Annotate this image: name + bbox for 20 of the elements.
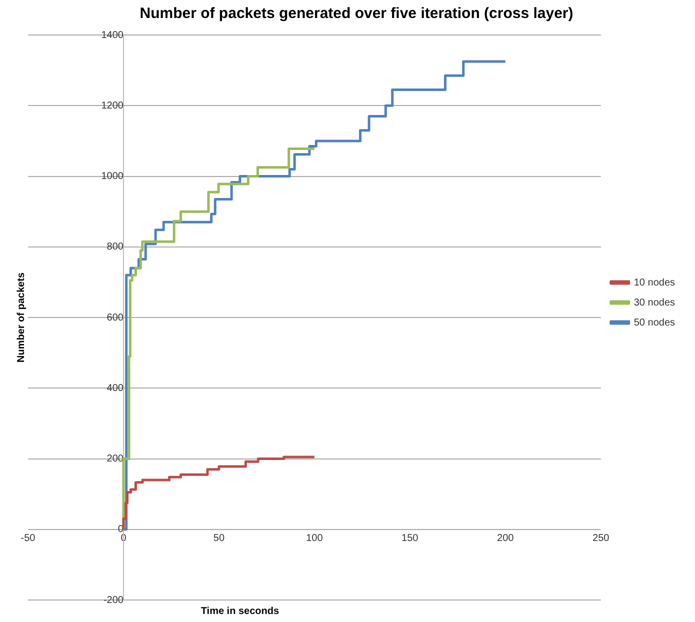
y-tick-label: 400 [106, 382, 124, 394]
y-tick-label: 1400 [101, 30, 124, 41]
x-axis-title: Time in seconds [200, 606, 280, 617]
x-tick-label: 100 [306, 533, 324, 544]
legend-label: 10 nodes [634, 277, 676, 288]
x-tick-label: 200 [497, 533, 514, 544]
x-tick-label: 250 [592, 533, 610, 544]
legend-label: 50 nodes [634, 317, 676, 328]
y-tick-label: 1000 [101, 171, 124, 182]
y-tick-label: -200 [103, 594, 124, 606]
legend-label: 30 nodes [634, 297, 676, 308]
chart-title: Number of packets generated over five iteration (cross layer) [140, 5, 574, 22]
y-tick-label: 200 [106, 454, 124, 464]
x-tick-label: -50 [20, 533, 36, 544]
x-tick-label: 150 [402, 533, 419, 544]
y-tick-label: 600 [106, 312, 124, 324]
y-axis-title: Number of packets [16, 272, 27, 363]
y-tick-label: 800 [106, 242, 124, 253]
x-tick-label: 50 [213, 533, 225, 544]
y-tick-label: 1200 [101, 100, 124, 112]
